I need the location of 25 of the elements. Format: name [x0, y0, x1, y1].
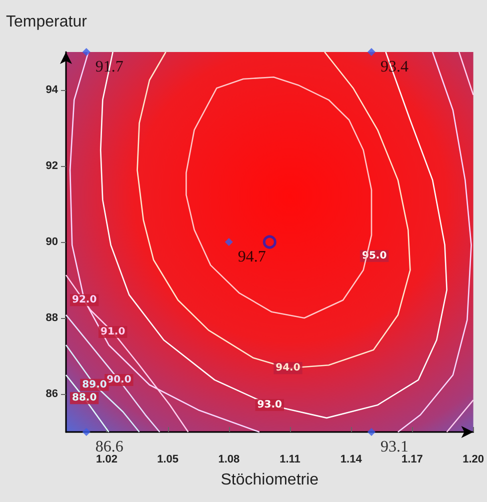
x-tick-label: 1.20 — [462, 454, 484, 466]
x-tick-label: 1.02 — [96, 454, 118, 466]
x-tick-label: 1.14 — [340, 454, 363, 466]
x-axis-title: Stöchiometrie — [220, 472, 319, 488]
point — [262, 235, 276, 249]
line-series — [65, 314, 160, 433]
x-tick-label: 1.05 — [157, 454, 179, 466]
x-tick-label: 1.11 — [280, 454, 300, 466]
y-tick-label: 88 — [46, 312, 58, 324]
point — [367, 428, 376, 436]
y-axis-title: Temperatur — [6, 14, 88, 30]
y-tick-label: 90 — [46, 236, 58, 248]
x-tick-label: 1.17 — [401, 454, 423, 466]
point — [82, 428, 90, 436]
y-tick-label: 86 — [46, 388, 58, 400]
point — [82, 48, 90, 56]
point — [367, 48, 376, 56]
point — [224, 238, 233, 246]
line-series — [65, 344, 140, 433]
annotation: 94.7 — [238, 248, 266, 266]
annotation: 93.1 — [380, 438, 408, 456]
y-tick-label: 92 — [46, 160, 58, 172]
y-tick-label: 94 — [46, 84, 59, 96]
annotation: 86.6 — [95, 438, 124, 456]
x-tick-label: 1.08 — [218, 454, 240, 466]
